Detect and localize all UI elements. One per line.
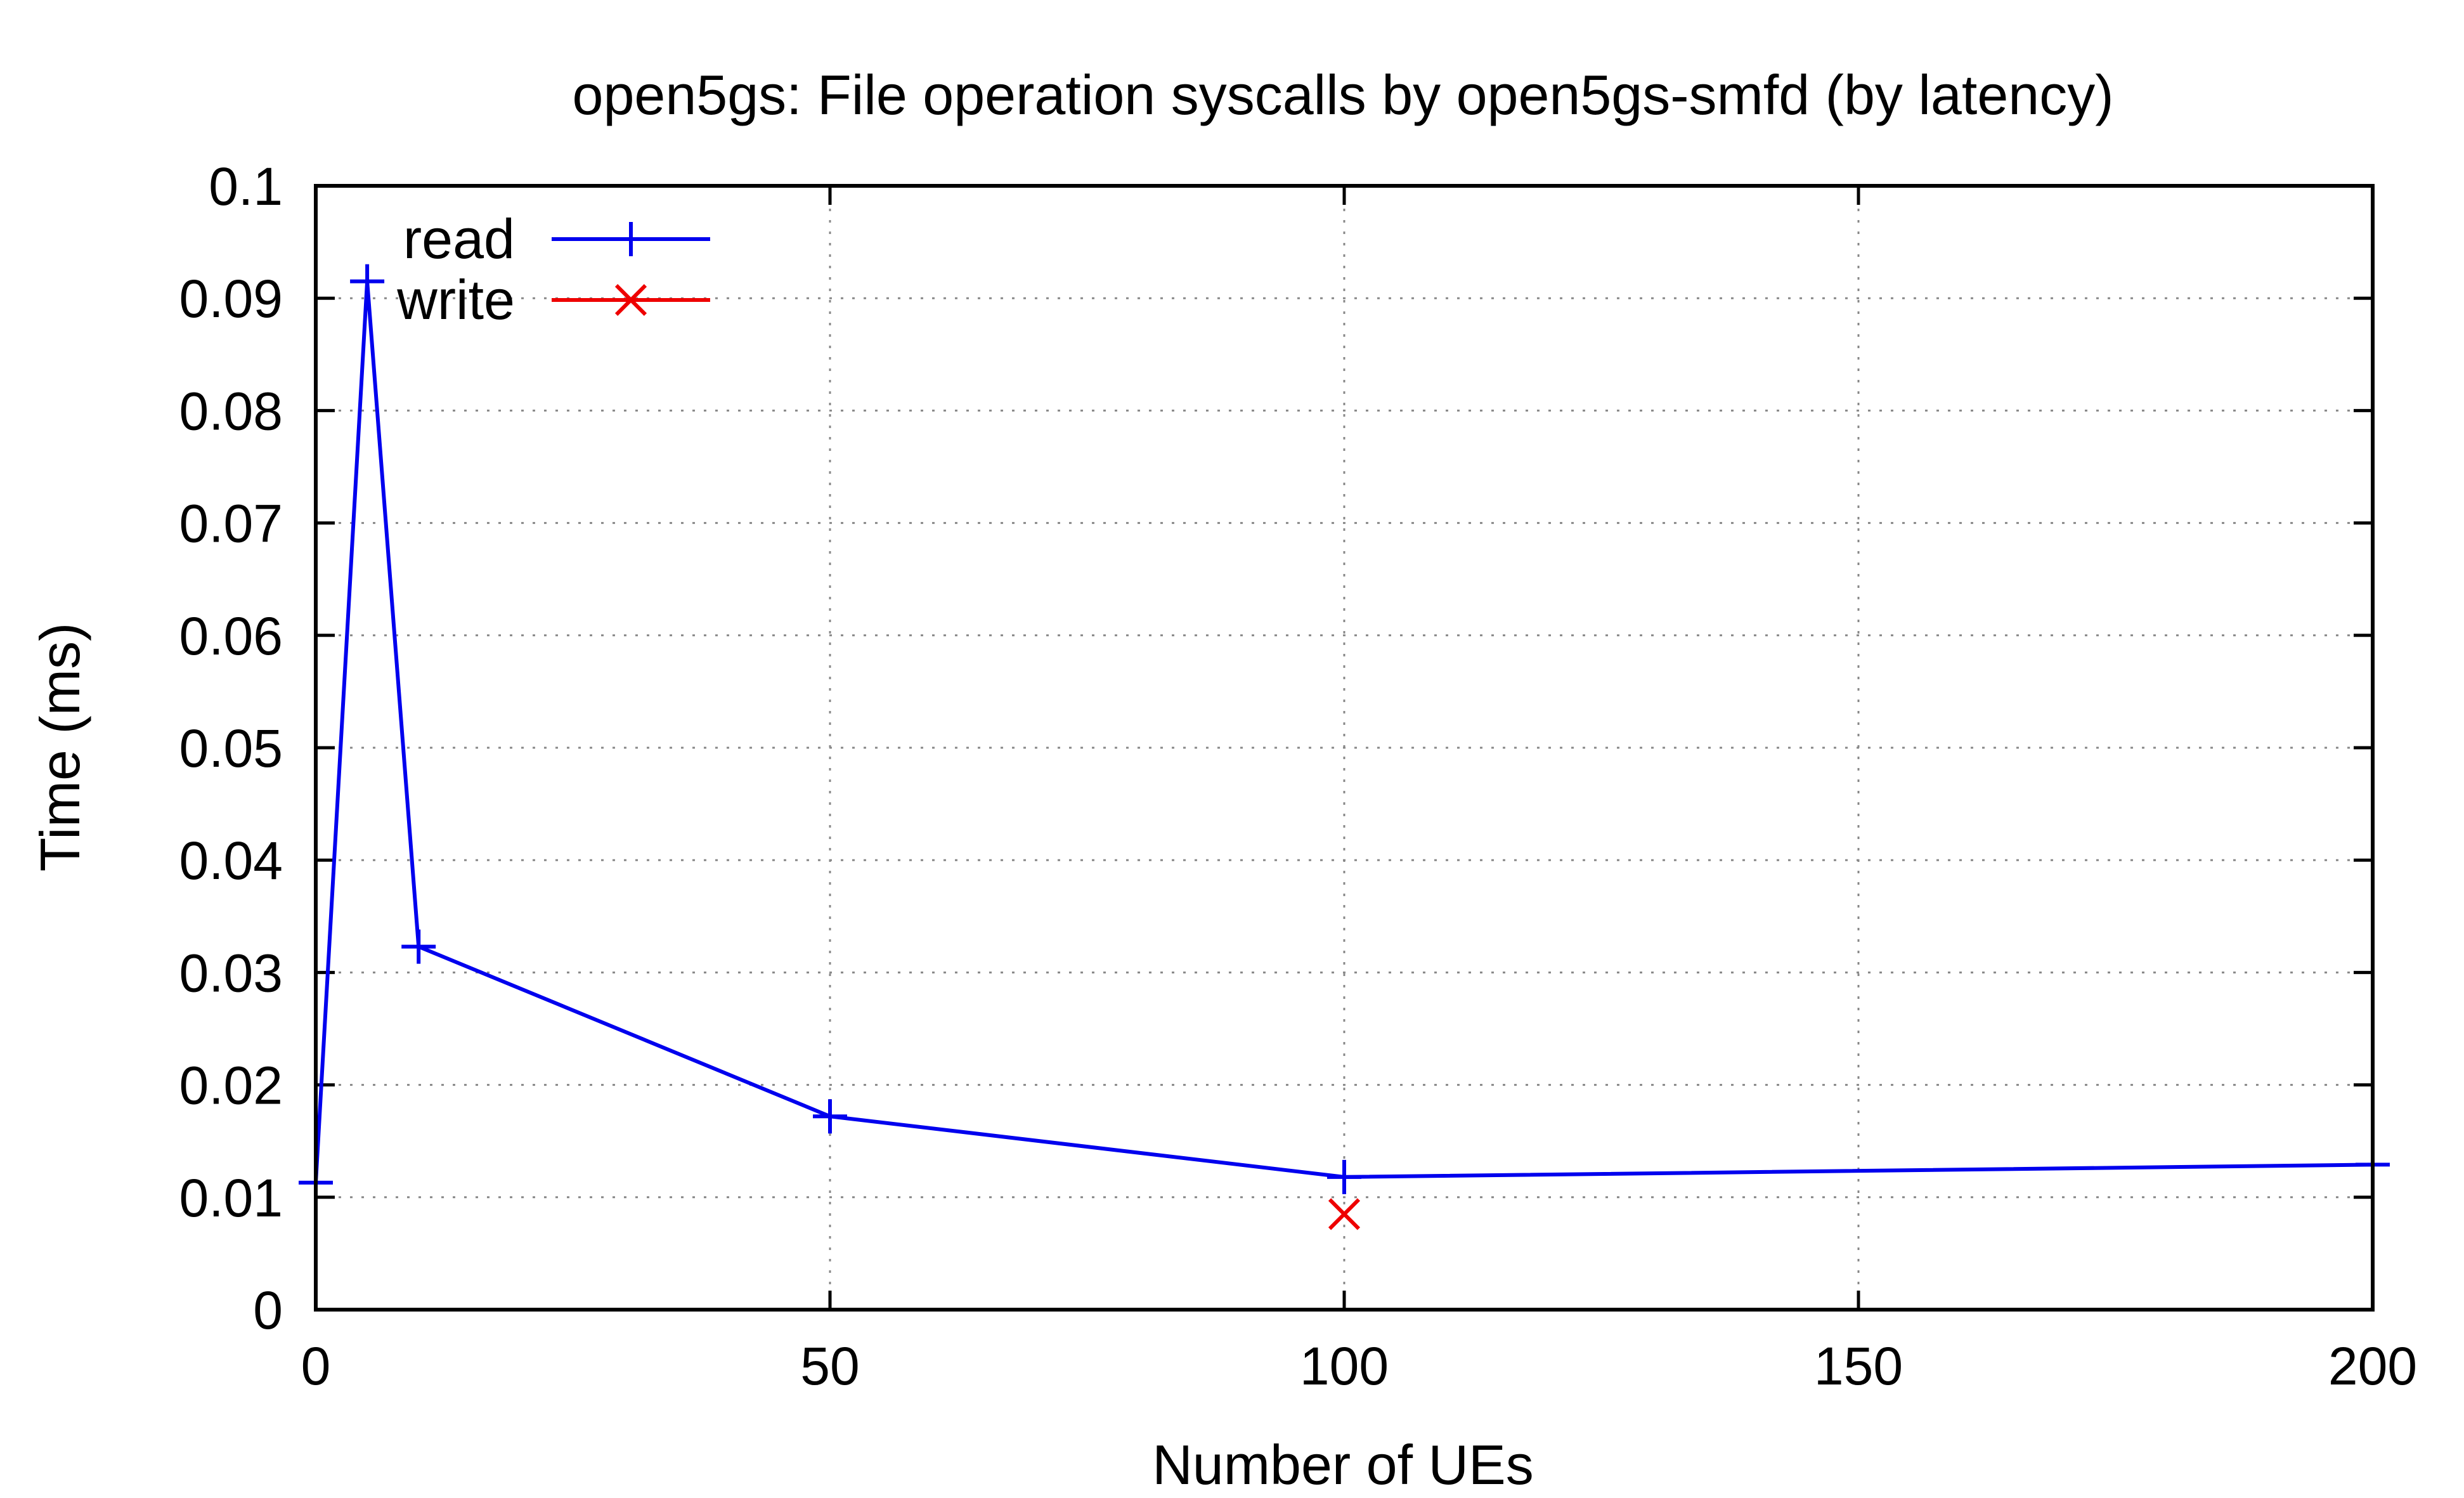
data-point <box>614 283 647 316</box>
y-tick-label: 0.04 <box>179 831 283 890</box>
data-point <box>813 1099 847 1134</box>
x-tick-label: 100 <box>1300 1336 1389 1396</box>
y-tick-label: 0.1 <box>209 157 283 216</box>
y-tick-label: 0.09 <box>179 269 283 329</box>
y-tick-label: 0.03 <box>179 943 283 1003</box>
y-tick-labels: 0 0.01 0.02 0.03 0.04 0.05 0.06 0.07 0.08 0.09 0.1 <box>179 157 283 1340</box>
y-tick-label: 0.05 <box>179 719 283 778</box>
series-lines <box>299 264 2390 1230</box>
series-write <box>1328 1198 1361 1230</box>
y-tick-label: 0 <box>253 1280 283 1340</box>
x-tick-labels: 0 50 100 150 200 <box>301 1336 2417 1396</box>
x-tick-label: 200 <box>2328 1336 2417 1396</box>
legend-item-write: write <box>396 268 710 331</box>
grid-lines <box>316 186 2373 1310</box>
data-point <box>614 222 648 256</box>
x-tick-label: 150 <box>1814 1336 1903 1396</box>
x-tick-label: 0 <box>301 1336 331 1396</box>
x-tick-label: 50 <box>800 1336 859 1396</box>
legend-item-read: read <box>403 207 710 270</box>
chart-title: open5gs: File operation syscalls by open… <box>573 63 2114 126</box>
y-tick-label: 0.02 <box>179 1056 283 1116</box>
plot-frame <box>314 184 2375 1312</box>
x-axis-label: Number of UEs <box>1152 1433 1534 1496</box>
legend-label: write <box>396 268 515 331</box>
series-line <box>314 279 2373 1183</box>
y-tick-label: 0.06 <box>179 606 283 666</box>
y-tick-label: 0.01 <box>179 1168 283 1228</box>
y-tick-label: 0.07 <box>179 494 283 554</box>
legend-label: read <box>403 207 515 270</box>
y-tick-label: 0.08 <box>179 381 283 441</box>
data-point <box>1327 1159 1361 1194</box>
data-point <box>350 264 385 299</box>
y-axis-label: Time (ms) <box>29 623 91 872</box>
data-point <box>401 929 436 964</box>
data-point <box>1328 1198 1361 1230</box>
